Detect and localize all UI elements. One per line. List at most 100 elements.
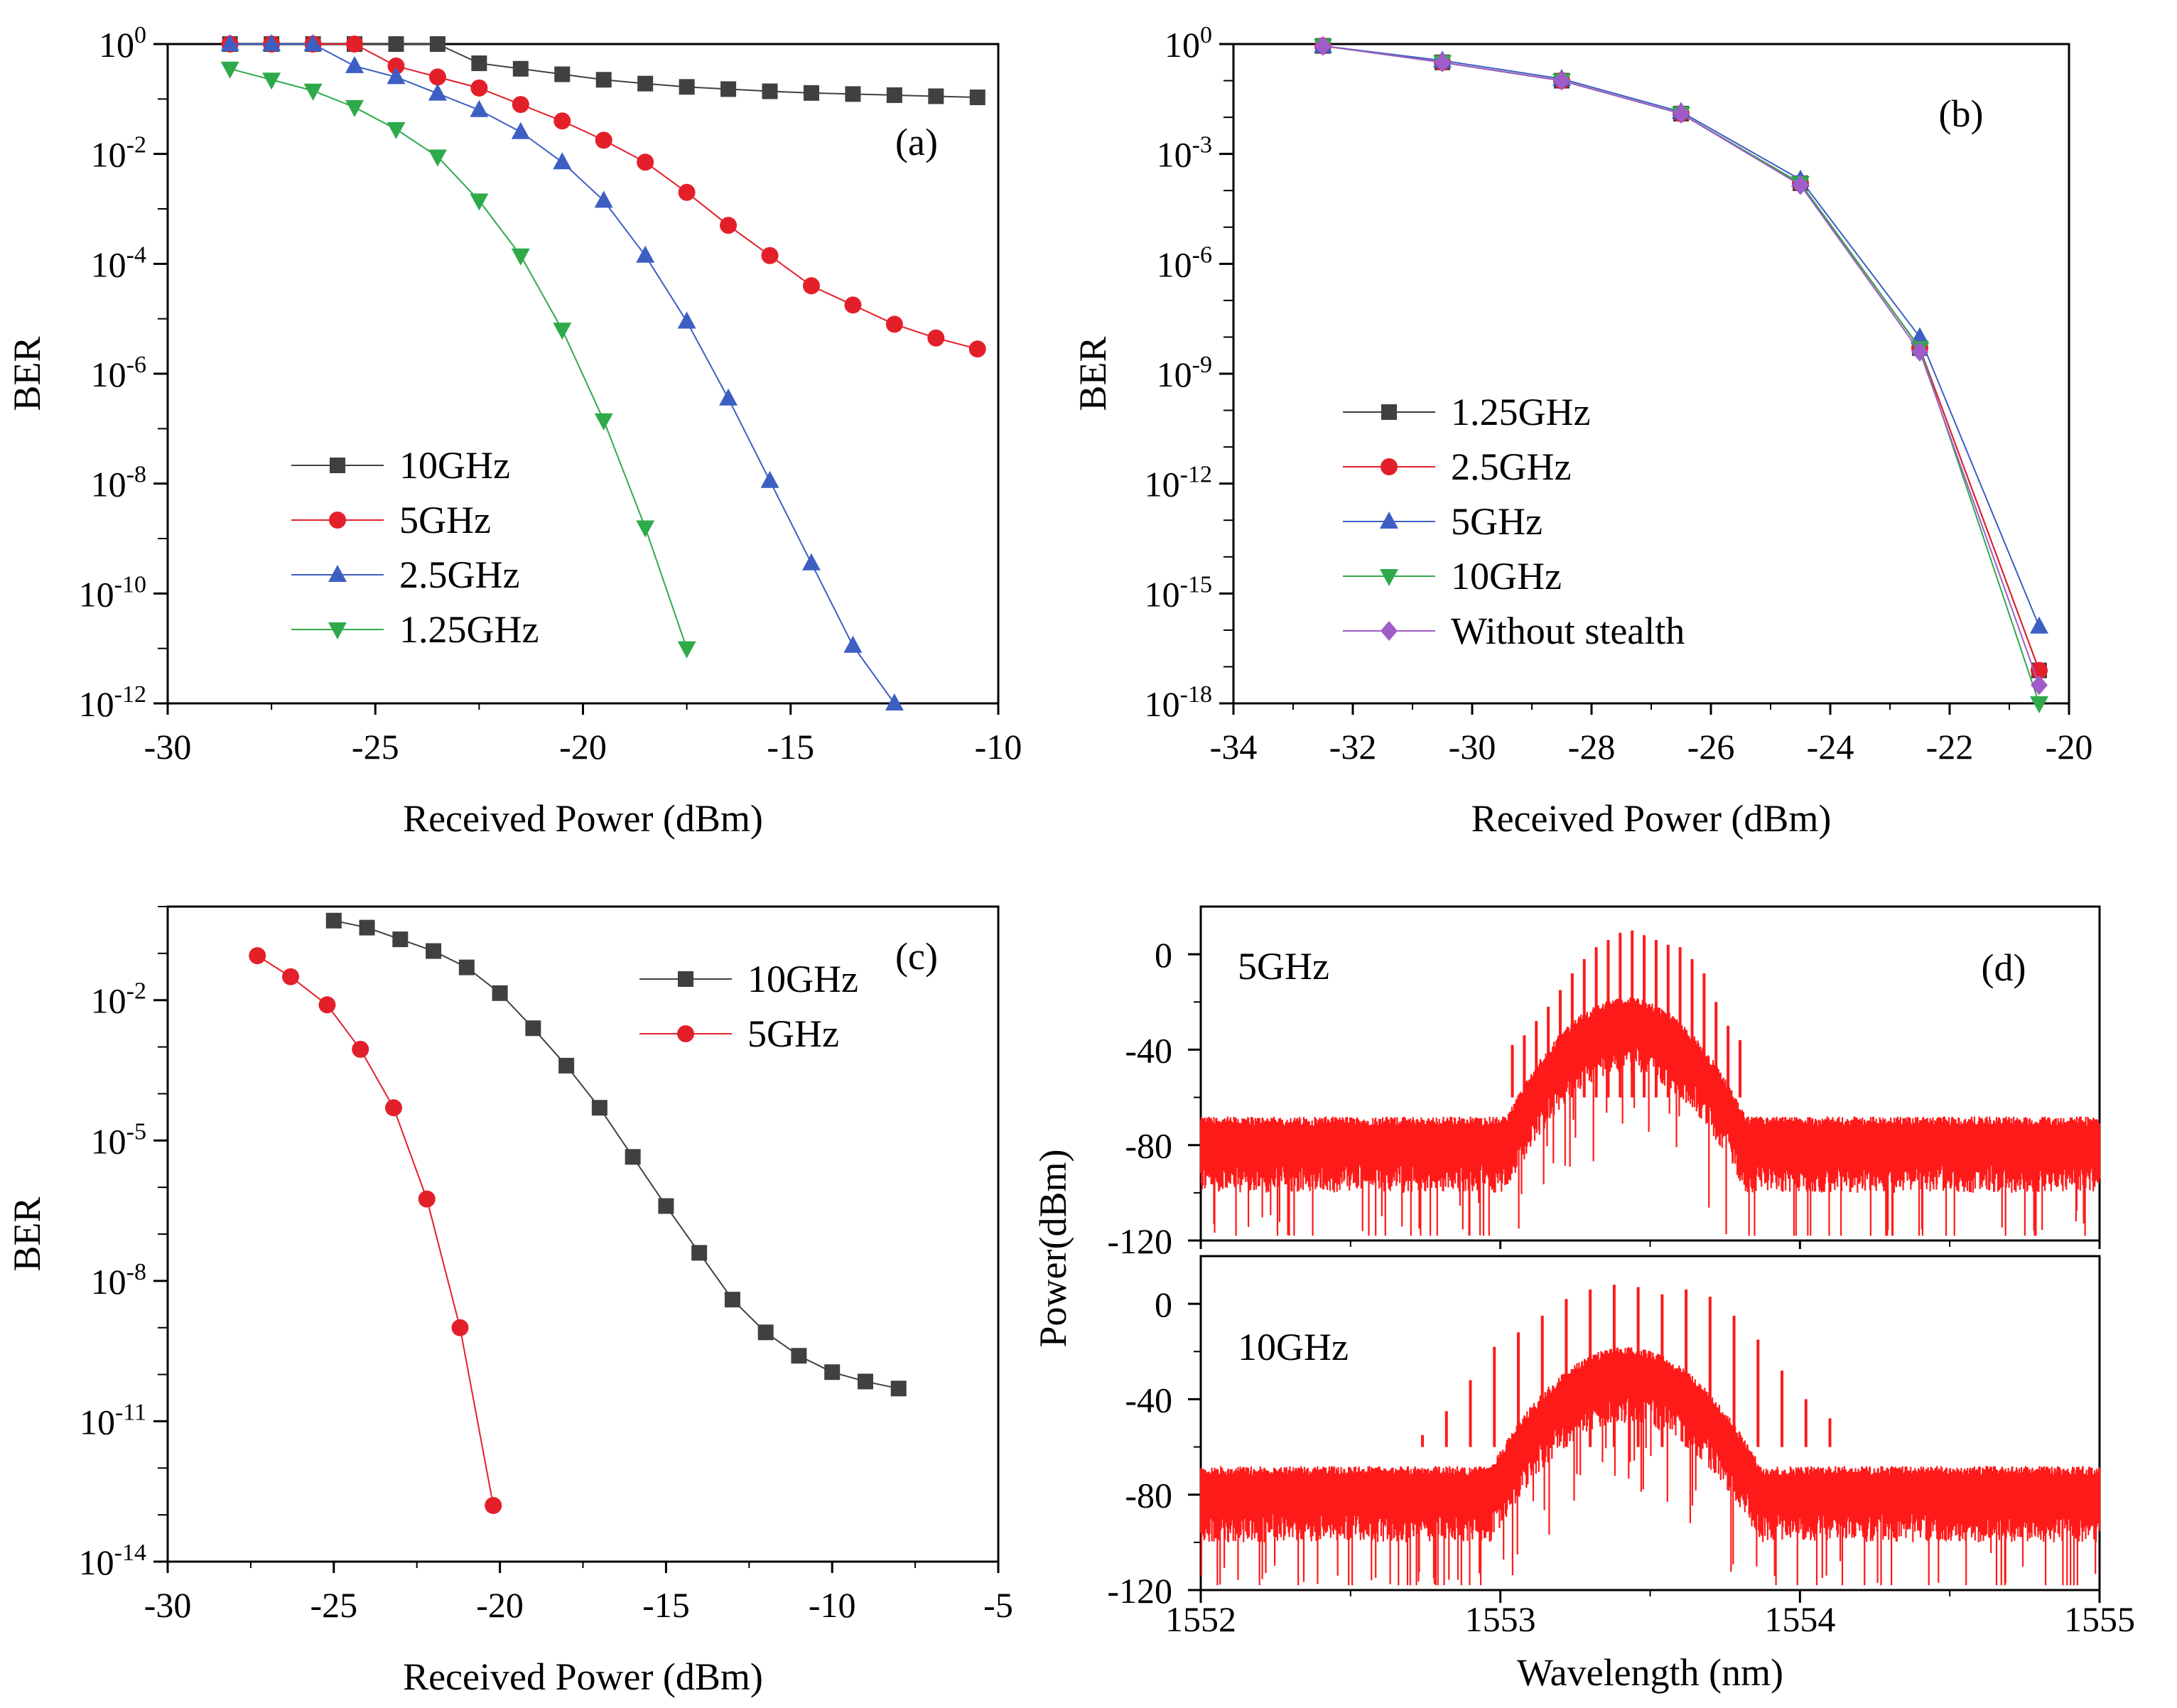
data-point	[844, 296, 862, 314]
y-tick-label: 10-8	[91, 1259, 146, 1302]
y-axis-label: Power(dBm)	[1032, 1150, 1074, 1348]
data-point	[2030, 616, 2048, 634]
data-point	[636, 520, 655, 538]
y-axis-label: BER	[6, 1196, 48, 1271]
data-point	[1553, 70, 1570, 91]
x-tick-label: -25	[310, 1585, 357, 1625]
data-point	[471, 55, 487, 72]
data-point	[458, 959, 475, 975]
series-line-5ghz	[256, 955, 495, 1506]
data-point	[428, 149, 447, 167]
data-point	[890, 1380, 907, 1397]
data-point	[595, 72, 612, 88]
x-axis-label: Wavelength (nm)	[1517, 1651, 1783, 1694]
data-point	[968, 340, 986, 358]
data-point	[359, 919, 375, 936]
y-tick-label: 10-8	[91, 462, 146, 504]
x-tick-label: -5	[983, 1585, 1013, 1625]
data-point	[637, 153, 654, 171]
series-line-10ghz	[229, 43, 978, 99]
data-point	[928, 88, 944, 104]
y-tick-label: 10-12	[79, 681, 146, 724]
data-point	[760, 470, 779, 488]
legend-marker	[1381, 458, 1398, 475]
data-point	[388, 36, 404, 52]
x-tick-label: -22	[1926, 727, 1974, 767]
panel-label: (a)	[895, 121, 938, 163]
x-tick-label: 1554	[1764, 1599, 1835, 1639]
data-point	[303, 34, 323, 51]
x-tick-label: -30	[144, 727, 192, 767]
x-tick-label: 1555	[2064, 1599, 2135, 1639]
y-axis-label: BER	[6, 336, 48, 411]
data-point	[843, 635, 863, 653]
data-point	[558, 1057, 575, 1074]
data-point	[677, 311, 696, 329]
data-point	[678, 183, 696, 201]
x-axis-label: Received Power (dBm)	[403, 1655, 763, 1698]
data-point	[857, 1373, 873, 1390]
legend-label: 10GHz	[399, 444, 510, 487]
data-point	[426, 943, 442, 959]
x-tick-label: -25	[352, 727, 399, 767]
data-point	[553, 112, 571, 130]
x-tick-label: -30	[1449, 727, 1496, 767]
x-tick-label: -15	[642, 1585, 690, 1625]
y-tick-label: -120	[1107, 1221, 1172, 1261]
data-point	[969, 90, 985, 106]
data-point	[428, 68, 446, 86]
data-point	[511, 248, 530, 266]
data-point	[262, 72, 281, 90]
y-tick-label: -120	[1107, 1571, 1172, 1611]
legend-marker	[1381, 621, 1398, 641]
x-tick-label: -20	[2046, 727, 2093, 767]
legend-label: 5GHz	[399, 499, 491, 541]
data-point	[1314, 36, 1331, 56]
data-point	[885, 693, 904, 710]
x-tick-label: -32	[1329, 727, 1377, 767]
y-tick-label: 10-2	[91, 978, 146, 1021]
legend-marker	[1380, 512, 1398, 529]
legend-label: 10GHz	[747, 958, 858, 1000]
x-tick-label: -20	[476, 1585, 524, 1625]
subplot-label: 5GHz	[1238, 945, 1329, 988]
panel-label: (b)	[1939, 92, 1984, 135]
data-point	[387, 121, 406, 139]
y-tick-label: 10-6	[1157, 242, 1212, 284]
data-point	[927, 329, 945, 347]
y-tick-label: 10-6	[91, 352, 146, 394]
data-point	[553, 152, 572, 170]
series-line-1-25ghz	[229, 67, 688, 649]
legend-marker	[330, 458, 345, 473]
legend-label: 2.5GHz	[1451, 445, 1571, 488]
data-point	[492, 985, 508, 1001]
y-tick-label: 0	[1155, 1285, 1172, 1324]
data-point	[428, 83, 447, 101]
data-point	[720, 217, 738, 234]
data-point	[1673, 103, 1690, 124]
data-point	[691, 1245, 708, 1261]
data-point	[594, 190, 613, 208]
legend-marker	[328, 565, 347, 582]
series-line-10ghz	[1322, 45, 2040, 704]
spectrum-trace	[1199, 997, 2101, 1236]
data-point	[724, 1292, 740, 1308]
data-point	[318, 996, 336, 1014]
y-tick-label: -40	[1125, 1030, 1172, 1070]
legend-label: 10GHz	[1451, 555, 1562, 598]
x-tick-label: -24	[1807, 727, 1854, 767]
panel-label: (c)	[895, 935, 938, 978]
x-tick-label: -15	[767, 727, 814, 767]
data-point	[636, 245, 655, 263]
data-point	[325, 912, 342, 929]
y-tick-label: -80	[1125, 1476, 1172, 1515]
y-tick-label: 10-4	[91, 242, 146, 284]
data-point	[719, 388, 738, 406]
series-line-2-5ghz	[229, 43, 895, 704]
x-axis-label: Received Power (dBm)	[1471, 797, 1832, 840]
data-point	[352, 1040, 369, 1058]
data-point	[512, 96, 529, 114]
x-axis-label: Received Power (dBm)	[403, 797, 763, 840]
data-point	[679, 79, 695, 95]
